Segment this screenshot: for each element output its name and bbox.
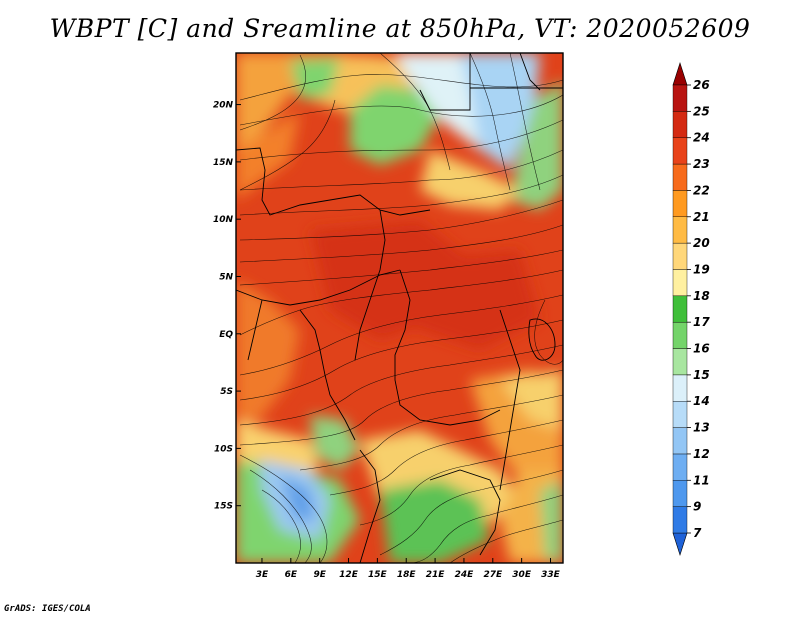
colorbar-label: 15 xyxy=(693,368,710,382)
colorbar-label: 21 xyxy=(693,210,710,224)
colorbar-bottom-triangle xyxy=(672,532,688,556)
lon-tick-label: 27E xyxy=(483,570,503,580)
colorbar-label: 25 xyxy=(693,104,710,118)
chart-title: WBPT [C] and Sreamline at 850hPa, VT: 20… xyxy=(49,14,751,43)
lat-tick-label: 15S xyxy=(214,502,233,512)
colorbar-label: 19 xyxy=(693,262,710,276)
colorbar-label: 16 xyxy=(693,342,710,356)
colorbar-box xyxy=(672,216,688,244)
lon-tick-label: 33E xyxy=(541,570,561,580)
colorbar-box xyxy=(672,480,688,507)
lat-tick-label: 20N xyxy=(213,101,234,111)
colorbar-box xyxy=(672,84,688,112)
lon-tick-label: 3E xyxy=(256,570,269,580)
lat-tick-label: 10N xyxy=(213,215,234,225)
lat-tick-label: 10S xyxy=(214,444,233,454)
map-frame xyxy=(235,52,564,564)
lon-tick-label: 21E xyxy=(426,570,446,580)
colorbar-box xyxy=(672,321,688,349)
colorbar-label: 26 xyxy=(693,78,710,92)
colorbar-label: 7 xyxy=(693,526,702,540)
colorbar-label: 11 xyxy=(693,473,710,487)
colorbar-box xyxy=(672,111,688,138)
colorbar-label: 9 xyxy=(693,500,701,514)
lon-tick-label: 9E xyxy=(313,570,326,580)
colorbar-label: 20 xyxy=(693,236,710,250)
lon-tick-label: 6E xyxy=(285,570,298,580)
colorbar-top-triangle xyxy=(672,62,688,86)
streamlines xyxy=(239,53,563,563)
lon-tick-label: 30E xyxy=(512,570,532,580)
lat-tick-label: EQ xyxy=(219,330,233,340)
colorbar-box xyxy=(672,506,688,534)
lat-tick-label: 5S xyxy=(220,387,233,397)
colorbar-box xyxy=(672,427,688,455)
colorbar-label: 12 xyxy=(693,447,710,461)
colorbar-box xyxy=(672,190,688,217)
colorbar-label: 18 xyxy=(693,289,710,303)
longitude-axis: 3E 6E 9E 12E 15E 18E 21E 24E 27E 30E 33E xyxy=(256,558,561,580)
colorbar-box xyxy=(672,348,688,376)
lat-tick-label: 15N xyxy=(213,158,234,168)
colorbar-box xyxy=(672,374,688,402)
lon-tick-label: 18E xyxy=(397,570,417,580)
colorbar-label: 13 xyxy=(693,421,710,435)
wbpt-field xyxy=(236,53,563,563)
colorbar-box xyxy=(672,269,688,297)
colorbar-box xyxy=(672,401,688,428)
colorbar: 7 9 11 12 13 14 15 16 17 18 19 20 21 22 23 24 25 26 xyxy=(672,62,710,556)
colorbar-label: 17 xyxy=(693,315,710,329)
colorbar-label: 23 xyxy=(693,157,710,171)
lat-tick-label: 5N xyxy=(219,272,233,282)
grads-credit: GrADS: IGES/COLA xyxy=(4,604,91,614)
country-boundaries xyxy=(236,53,563,563)
colorbar-box xyxy=(672,163,688,191)
lon-tick-label: 24E xyxy=(455,570,475,580)
colorbar-box xyxy=(672,453,688,481)
colorbar-label: 22 xyxy=(693,183,710,197)
colorbar-box xyxy=(672,295,688,323)
colorbar-box xyxy=(672,137,688,165)
colorbar-box xyxy=(672,242,688,270)
latitude-axis: 20N 15N 10N 5N EQ 5S 10S 15S xyxy=(213,101,241,512)
colorbar-label: 24 xyxy=(693,131,710,145)
colorbar-label: 14 xyxy=(693,394,710,408)
lon-tick-label: 15E xyxy=(368,570,388,580)
lon-tick-label: 12E xyxy=(339,570,359,580)
